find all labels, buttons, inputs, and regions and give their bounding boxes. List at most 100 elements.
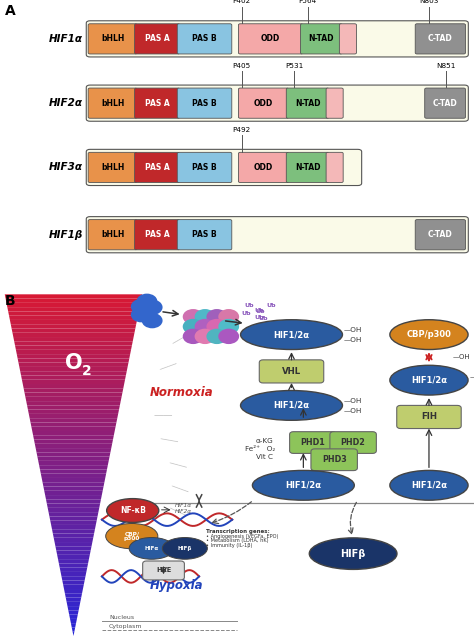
Polygon shape	[30, 422, 117, 427]
Polygon shape	[42, 478, 105, 482]
Text: • Metabolism (LDHA, hK): • Metabolism (LDHA, hK)	[206, 538, 269, 543]
FancyBboxPatch shape	[311, 449, 357, 471]
Polygon shape	[22, 380, 125, 384]
Circle shape	[142, 300, 163, 315]
Text: P405: P405	[233, 62, 251, 69]
Polygon shape	[40, 469, 107, 474]
Polygon shape	[13, 337, 134, 341]
FancyBboxPatch shape	[135, 220, 180, 250]
Ellipse shape	[107, 498, 159, 523]
Text: —OH: —OH	[344, 337, 362, 343]
Text: HIF1/2α: HIF1/2α	[285, 481, 321, 490]
Text: HIF1α: HIF1α	[49, 34, 83, 44]
Text: PAS B: PAS B	[192, 163, 217, 172]
Ellipse shape	[240, 390, 342, 421]
FancyBboxPatch shape	[88, 220, 137, 250]
Text: N-TAD: N-TAD	[295, 98, 320, 107]
Polygon shape	[55, 547, 91, 550]
Text: Ub: Ub	[267, 303, 276, 308]
Text: PAS A: PAS A	[145, 163, 170, 172]
FancyBboxPatch shape	[88, 88, 137, 118]
Polygon shape	[12, 333, 135, 337]
Circle shape	[207, 309, 228, 325]
FancyBboxPatch shape	[88, 152, 137, 183]
Polygon shape	[19, 367, 128, 371]
Text: Ub: Ub	[258, 316, 268, 321]
Text: Vit C: Vit C	[256, 454, 273, 460]
Polygon shape	[10, 320, 137, 324]
FancyBboxPatch shape	[339, 24, 356, 54]
Circle shape	[182, 319, 203, 334]
Polygon shape	[47, 503, 100, 508]
Text: Ub: Ub	[255, 309, 264, 314]
Polygon shape	[28, 410, 119, 414]
Ellipse shape	[390, 320, 468, 350]
Polygon shape	[18, 358, 129, 363]
Text: p300: p300	[124, 536, 140, 541]
FancyBboxPatch shape	[290, 431, 336, 453]
Polygon shape	[44, 491, 103, 495]
Polygon shape	[71, 623, 76, 628]
FancyBboxPatch shape	[177, 220, 232, 250]
Text: PAS A: PAS A	[145, 98, 170, 107]
Text: HIF3α: HIF3α	[49, 163, 83, 172]
Polygon shape	[30, 418, 117, 422]
Text: C-TAD: C-TAD	[428, 34, 453, 43]
Polygon shape	[43, 482, 104, 487]
Polygon shape	[57, 555, 90, 559]
Polygon shape	[65, 593, 82, 597]
Polygon shape	[16, 350, 131, 354]
Text: CBP/p300: CBP/p300	[407, 330, 451, 339]
FancyBboxPatch shape	[88, 24, 137, 54]
Text: ——: ——	[154, 410, 173, 421]
Polygon shape	[56, 550, 91, 555]
Polygon shape	[27, 405, 120, 410]
Text: PHD2: PHD2	[341, 438, 365, 447]
FancyBboxPatch shape	[301, 24, 342, 54]
Polygon shape	[67, 606, 80, 610]
FancyBboxPatch shape	[177, 88, 232, 118]
Circle shape	[131, 307, 152, 322]
Ellipse shape	[309, 538, 397, 570]
FancyBboxPatch shape	[135, 152, 180, 183]
Polygon shape	[61, 572, 86, 576]
Text: bHLH: bHLH	[101, 230, 124, 239]
FancyBboxPatch shape	[415, 24, 465, 54]
Polygon shape	[14, 341, 133, 345]
Text: B: B	[5, 294, 15, 308]
Polygon shape	[15, 345, 132, 350]
Text: CBP/: CBP/	[124, 531, 139, 536]
Text: Ub: Ub	[254, 315, 264, 320]
Polygon shape	[20, 371, 127, 376]
Text: P564: P564	[299, 0, 317, 5]
Polygon shape	[25, 392, 122, 397]
Polygon shape	[37, 457, 109, 461]
FancyBboxPatch shape	[326, 88, 343, 118]
Polygon shape	[72, 628, 75, 631]
Text: N-TAD: N-TAD	[309, 34, 334, 43]
Polygon shape	[7, 307, 140, 311]
Text: PHD1: PHD1	[301, 438, 325, 447]
Circle shape	[137, 294, 157, 309]
FancyBboxPatch shape	[86, 85, 468, 122]
Polygon shape	[68, 610, 79, 615]
Polygon shape	[55, 542, 92, 547]
Text: ——: ——	[159, 433, 180, 446]
FancyBboxPatch shape	[286, 152, 329, 183]
Ellipse shape	[162, 538, 207, 559]
Ellipse shape	[129, 538, 174, 559]
Text: Hypoxia: Hypoxia	[149, 579, 203, 592]
Text: HIF2α: HIF2α	[49, 98, 83, 108]
Text: ODD: ODD	[261, 34, 280, 43]
Circle shape	[218, 319, 239, 334]
Polygon shape	[63, 584, 84, 589]
Text: HIF1/2α: HIF1/2α	[273, 401, 310, 410]
Text: —OH: —OH	[344, 408, 362, 413]
Polygon shape	[31, 427, 116, 431]
Polygon shape	[38, 461, 109, 465]
Text: P492: P492	[233, 127, 251, 133]
Polygon shape	[53, 534, 94, 538]
Text: HIF1/2α: HIF1/2α	[411, 481, 447, 490]
Text: Nucleus: Nucleus	[109, 615, 134, 620]
Polygon shape	[66, 597, 81, 602]
